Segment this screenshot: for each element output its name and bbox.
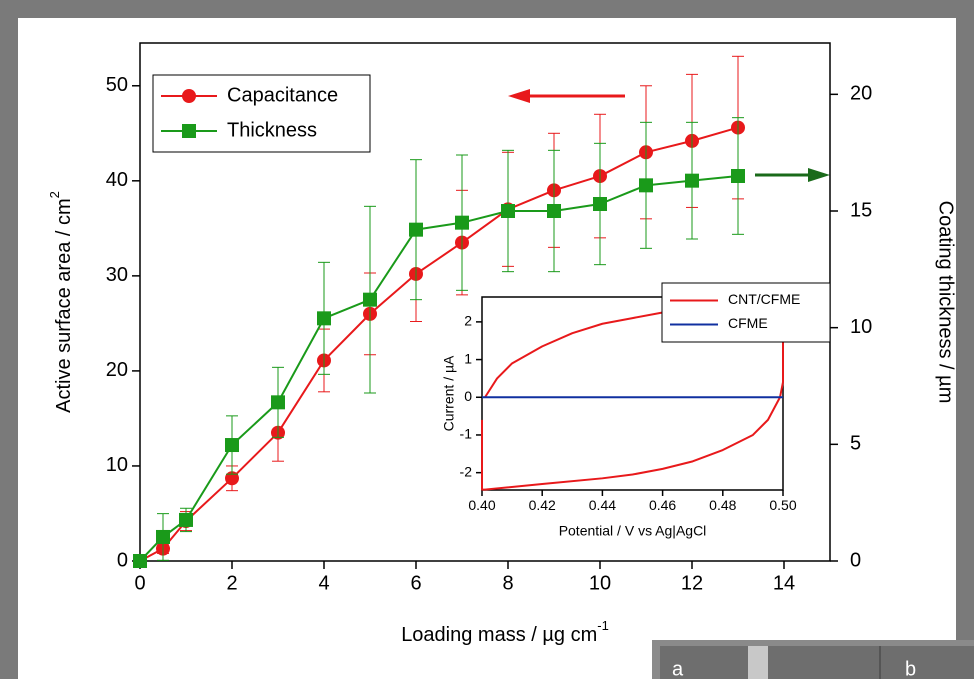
legend-marker <box>182 89 196 103</box>
arrow-head <box>808 168 830 182</box>
y-tick-label: 30 <box>106 264 128 286</box>
y-tick-label: -2 <box>460 463 473 479</box>
y-tick-label: 2 <box>464 313 472 329</box>
micrograph <box>660 646 974 679</box>
point <box>685 173 699 188</box>
point <box>409 222 423 237</box>
series-line <box>481 298 784 491</box>
x-tick-label: 6 <box>410 572 421 594</box>
point <box>547 204 561 218</box>
y2-tick-label: 20 <box>850 83 872 105</box>
point <box>179 512 193 527</box>
legend-box <box>152 74 371 153</box>
point <box>731 169 745 183</box>
x-axis-label-main: Loading mass / µg cm <box>401 624 597 646</box>
legend-marker <box>182 124 196 138</box>
y-axis-label: Current / µA <box>441 355 457 431</box>
point <box>225 438 239 453</box>
y2-tick-label: 0 <box>850 549 861 571</box>
y-tick-label: 0 <box>117 549 128 571</box>
y2-tick-label: 15 <box>850 199 872 221</box>
x-tick-label: 12 <box>681 572 703 594</box>
point <box>317 311 331 326</box>
y-tick-label: 20 <box>106 359 128 381</box>
point <box>593 197 607 211</box>
y2-axis-label: Coating thickness / µm <box>935 201 957 404</box>
y-axis-label-main: Active surface area / cm <box>53 198 75 413</box>
y-tick-label: 10 <box>106 454 128 476</box>
legend-label: CFME <box>728 315 768 331</box>
point <box>455 215 469 230</box>
point <box>271 395 285 410</box>
y-tick-label: 40 <box>106 169 128 191</box>
point <box>363 292 377 307</box>
x-axis-label: Potential / V vs Ag|AgCl <box>559 523 707 539</box>
x-tick-label: 0.42 <box>529 497 556 513</box>
y-axis-label: Active surface area / cm2 <box>47 191 75 413</box>
point <box>501 204 515 218</box>
x-tick-label: 4 <box>318 572 329 594</box>
x-axis-label: Loading mass / µg cm-1 <box>401 618 609 646</box>
fiber <box>748 646 768 679</box>
x-tick-label: 0 <box>134 572 145 594</box>
y-tick-label: 50 <box>106 74 128 96</box>
x-tick-label: 2 <box>226 572 237 594</box>
y-tick-label: -1 <box>460 426 473 442</box>
y-tick-label: 0 <box>464 388 472 404</box>
legend-box <box>661 282 831 343</box>
point <box>225 471 239 486</box>
legend-label: CNT/CFME <box>728 291 800 307</box>
image-label: a <box>672 658 684 679</box>
legend-label: Thickness <box>227 119 317 141</box>
x-tick-label: 8 <box>502 572 513 594</box>
y2-tick-label: 10 <box>850 316 872 338</box>
x-tick-label: 0.40 <box>468 497 495 513</box>
arrow-head <box>508 89 530 103</box>
image-label: b <box>905 658 916 679</box>
y-tick-label: 1 <box>464 350 472 366</box>
y2-tick-label: 5 <box>850 433 861 455</box>
point <box>156 529 170 544</box>
x-tick-label: 14 <box>773 572 795 594</box>
x-tick-label: 0.50 <box>769 497 796 513</box>
plot-frame <box>481 296 784 491</box>
x-axis-label-sup: -1 <box>597 618 609 633</box>
y-axis-label-sup: 2 <box>47 191 62 198</box>
point <box>639 178 653 193</box>
point <box>133 554 147 568</box>
x-tick-label: 10 <box>589 572 611 594</box>
x-tick-label: 0.48 <box>709 497 736 513</box>
x-tick-label: 0.44 <box>589 497 616 513</box>
legend-label: Capacitance <box>227 84 338 106</box>
x-tick-label: 0.46 <box>649 497 676 513</box>
